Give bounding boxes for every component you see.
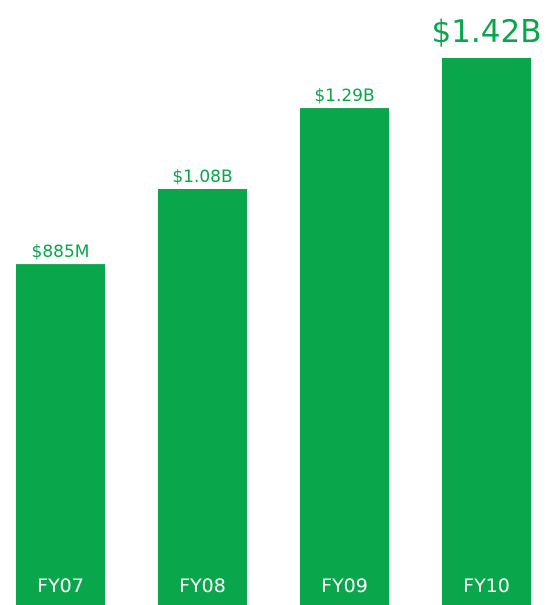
value-label: $1.29B [314, 86, 374, 106]
bar [158, 188, 247, 605]
bar [300, 108, 389, 605]
value-label: $885M [32, 242, 90, 262]
category-label: FY10 [463, 575, 510, 597]
bar [16, 264, 105, 605]
bar [442, 58, 531, 605]
value-label: $1.42B [431, 14, 541, 50]
category-label: FY07 [37, 575, 84, 597]
category-label: FY08 [179, 575, 226, 597]
category-label: FY09 [321, 575, 368, 597]
value-label: $1.08B [172, 167, 232, 187]
